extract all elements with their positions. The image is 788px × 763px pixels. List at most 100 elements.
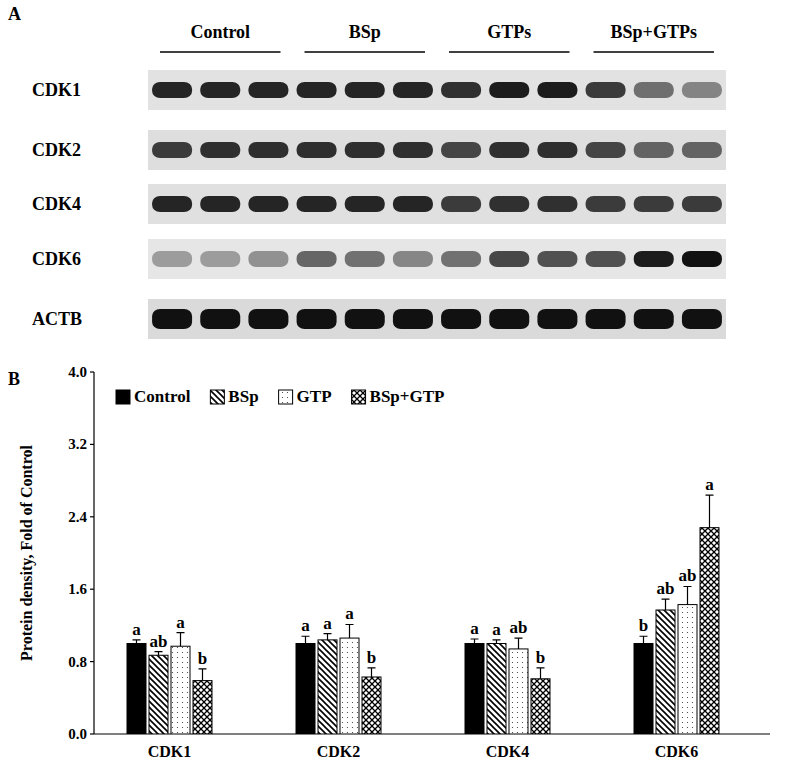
bar xyxy=(509,649,528,734)
blot-band xyxy=(248,196,288,212)
blot-band xyxy=(489,251,529,267)
bar xyxy=(318,640,337,734)
blot-band xyxy=(682,82,722,98)
blot-band xyxy=(586,309,626,329)
error-bar xyxy=(471,639,479,644)
blot-band xyxy=(152,309,192,329)
error-bar xyxy=(706,495,714,528)
error-bar xyxy=(133,640,141,644)
significance-letter: b xyxy=(198,649,207,668)
blot-band xyxy=(152,82,192,98)
legend-swatch xyxy=(279,390,293,404)
blot-band xyxy=(537,196,577,212)
bar xyxy=(678,605,697,734)
y-tick-label: 0.0 xyxy=(68,726,87,742)
protein-label: CDK6 xyxy=(32,249,81,269)
significance-letter: a xyxy=(470,619,479,638)
error-bar xyxy=(684,586,692,604)
blot-band xyxy=(441,309,481,329)
blot-band xyxy=(393,142,433,158)
bars xyxy=(127,528,719,734)
blot-band xyxy=(248,142,288,158)
blot-band xyxy=(345,196,385,212)
group-label: BSp xyxy=(349,22,381,42)
blot-band xyxy=(537,309,577,329)
y-tick xyxy=(90,444,94,445)
blot-band xyxy=(297,142,337,158)
blot-band xyxy=(345,309,385,329)
error-bar xyxy=(662,599,670,610)
group-line xyxy=(160,51,281,53)
blot-band xyxy=(441,196,481,212)
group-line xyxy=(305,51,426,53)
error-bar xyxy=(368,668,376,677)
blot-band xyxy=(152,251,192,267)
group-label: GTPs xyxy=(487,22,531,42)
group-label: Control xyxy=(190,22,250,42)
error-bar xyxy=(177,633,185,647)
error-bar xyxy=(324,634,332,640)
protein-label: CDK1 xyxy=(32,80,81,100)
legend-swatch xyxy=(210,390,224,404)
blot-band xyxy=(441,251,481,267)
error-bar xyxy=(537,668,545,679)
blot-band xyxy=(441,142,481,158)
legend-swatch xyxy=(116,390,130,404)
significance-letter: a xyxy=(132,620,141,639)
y-tick-label: 1.6 xyxy=(68,581,87,597)
significance-letter: b xyxy=(367,648,376,667)
error-bar xyxy=(515,638,523,649)
blot-band xyxy=(200,251,240,267)
bar xyxy=(171,646,190,734)
y-tick xyxy=(90,371,94,372)
blot-band xyxy=(393,82,433,98)
blot-strip xyxy=(148,299,726,339)
bar xyxy=(531,679,550,734)
blot-band xyxy=(297,309,337,329)
protein-label: CDK4 xyxy=(32,194,81,214)
blot-band xyxy=(682,196,722,212)
error-bar xyxy=(155,652,163,656)
blot-band xyxy=(634,196,674,212)
bar xyxy=(127,644,146,735)
bar xyxy=(340,638,359,734)
blot-band xyxy=(248,82,288,98)
group-label: BSp+GTPs xyxy=(611,22,697,42)
blot-band xyxy=(682,251,722,267)
blot-band xyxy=(152,196,192,212)
error-bar xyxy=(199,669,207,681)
blot-band xyxy=(441,82,481,98)
significance-letter: ab xyxy=(510,618,528,637)
y-tick xyxy=(90,516,94,517)
blot-band xyxy=(537,142,577,158)
y-tick-label: 3.2 xyxy=(68,436,87,452)
bar xyxy=(465,644,484,735)
blot-band xyxy=(393,309,433,329)
group-line xyxy=(449,51,570,53)
error-bar xyxy=(640,636,648,643)
blot-band xyxy=(634,309,674,329)
bar xyxy=(149,655,168,734)
legend-label: Control xyxy=(134,387,191,406)
blot-band xyxy=(537,82,577,98)
y-axis-label: Protein density, Fold of Control xyxy=(18,445,36,661)
panel-label: B xyxy=(8,369,20,389)
y-axis xyxy=(93,372,94,734)
blot-band xyxy=(297,82,337,98)
bar xyxy=(700,528,719,734)
legend-label: BSp+GTP xyxy=(370,387,445,406)
blot-strip xyxy=(148,130,726,170)
significance-letter: a xyxy=(301,616,310,635)
blot-band xyxy=(489,196,529,212)
blot-band xyxy=(200,142,240,158)
blot-band xyxy=(345,251,385,267)
legend-swatch xyxy=(352,390,366,404)
protein-label: CDK2 xyxy=(32,140,81,160)
bar xyxy=(362,677,381,734)
blot-band xyxy=(393,251,433,267)
blot-band xyxy=(200,309,240,329)
significance-letter: ab xyxy=(657,579,675,598)
bar xyxy=(193,681,212,734)
y-tick xyxy=(90,733,94,734)
blot-band xyxy=(586,82,626,98)
